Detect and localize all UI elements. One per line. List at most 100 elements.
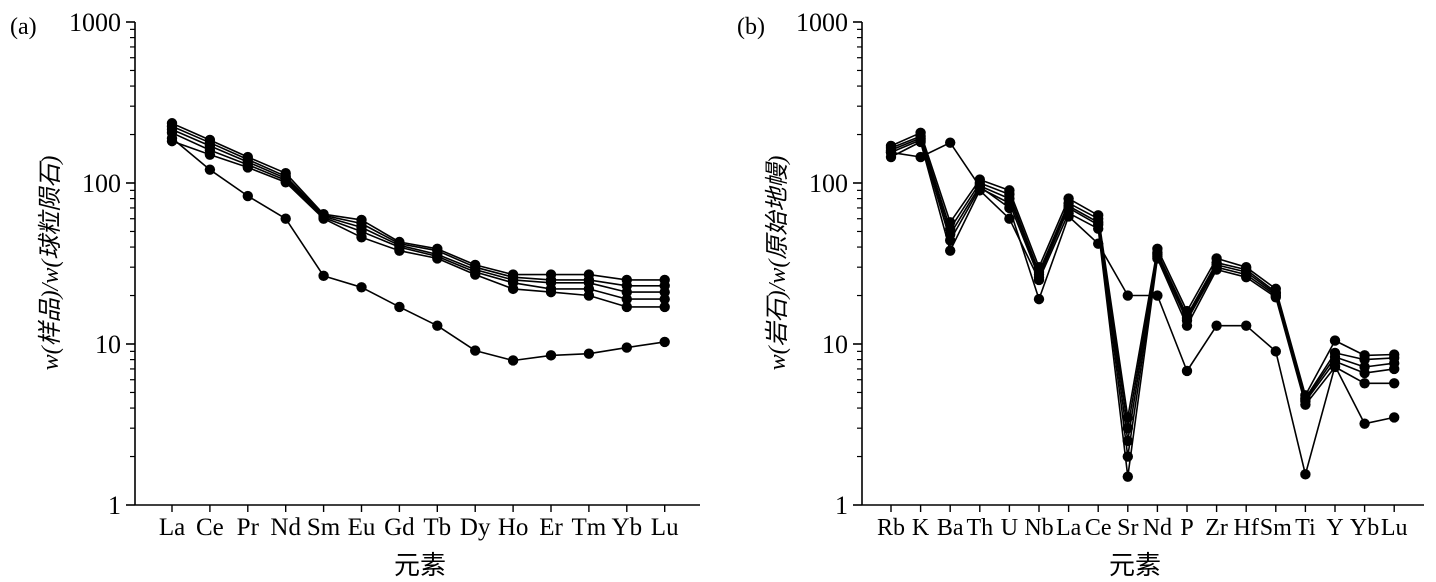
x-tick-label-hf: Hf [1234, 515, 1259, 541]
panel-b-series [885, 127, 1400, 482]
x-tick-label-th: Th [966, 515, 993, 541]
panel-b-y-ticks: 1 10 100 1000 [796, 8, 862, 520]
panel-a-x-axis-title: 元素 [394, 551, 446, 580]
x-tick-label-dy: Dy [460, 514, 491, 541]
data-point [1359, 378, 1370, 389]
x-tick-label-lu: Lu [1381, 515, 1408, 541]
data-point [1122, 471, 1134, 482]
data-point [1004, 202, 1015, 214]
data-point [659, 293, 670, 305]
series-line [171, 132, 665, 300]
x-tick-label-rb: Rb [877, 515, 905, 541]
y-tick-label: 1000 [796, 8, 848, 37]
x-tick-label-yb: Yb [1350, 515, 1379, 541]
series-line [890, 132, 1395, 419]
data-point [974, 181, 985, 192]
y-tick-label: 100 [809, 169, 848, 198]
data-point [583, 290, 595, 301]
data-point [204, 164, 216, 175]
series-6 [885, 137, 1400, 480]
data-point [1241, 271, 1252, 283]
data-point [356, 232, 367, 243]
series-6 [166, 132, 670, 366]
panel-b-x-axis-title: 元素 [1109, 551, 1161, 580]
data-point [659, 301, 670, 313]
series-1 [166, 118, 670, 286]
y-tick-label: 10 [822, 330, 848, 359]
x-tick-label-ce: Ce [196, 514, 224, 541]
data-point [1152, 290, 1163, 301]
data-point [915, 136, 926, 148]
data-point [470, 345, 481, 356]
x-tick-label-yb: Yb [612, 514, 643, 541]
data-point [1181, 320, 1193, 331]
x-tick-label-tm: Tm [572, 514, 607, 541]
x-tick-label-sr: Sr [1117, 515, 1138, 541]
x-tick-label-sm: Sm [1260, 515, 1292, 541]
x-tick-label-ba: Ba [937, 515, 964, 541]
data-point [621, 342, 632, 353]
panel-b-axes [861, 22, 1424, 506]
y-tick-label: 1 [108, 491, 121, 520]
panel-a-label: (a) [10, 14, 37, 40]
series-line [171, 128, 665, 293]
data-point [1329, 335, 1341, 346]
data-point [1093, 223, 1104, 234]
series-line [171, 125, 665, 287]
series-2 [166, 121, 670, 291]
data-point [1211, 264, 1222, 275]
data-point [507, 283, 519, 295]
data-point [659, 336, 670, 348]
data-point [432, 253, 443, 264]
series-2 [885, 131, 1400, 434]
panel-b-label: (b) [737, 14, 765, 40]
data-point [1270, 292, 1282, 303]
y-tick-label: 1000 [69, 8, 121, 37]
series-line [890, 141, 1395, 478]
data-point [1152, 253, 1163, 264]
x-tick-label-gd: Gd [384, 514, 415, 541]
data-point [1389, 378, 1400, 389]
data-point [583, 348, 595, 359]
x-tick-label-nd: Nd [1143, 515, 1172, 541]
x-tick-label-lu: Lu [651, 514, 679, 541]
panel-a-y-axis-title: w(样品)/w(球粒陨石) [37, 156, 64, 371]
panel-b-y-axis-title: w(岩石)/w(原始地幔) [764, 156, 791, 371]
x-tick-label-k: K [912, 515, 930, 541]
data-point [621, 293, 632, 305]
data-point [204, 149, 216, 160]
x-tick-label-tb: Tb [423, 514, 451, 541]
x-tick-label-er: Er [539, 514, 563, 541]
panel-a-axes [134, 22, 700, 506]
x-tick-label-ce: Ce [1085, 515, 1112, 541]
data-point [432, 320, 443, 331]
data-point [356, 282, 367, 293]
panel-a-x-ticks: La Ce Pr Nd Sm Eu Gd Tb Dy Ho Er Tm Yb Lu [159, 505, 679, 541]
data-point [1359, 418, 1370, 429]
data-point [1389, 363, 1400, 375]
series-3 [885, 132, 1400, 447]
data-point [1359, 367, 1370, 379]
x-tick-label-ti: Ti [1295, 515, 1316, 541]
series-line [890, 139, 1395, 458]
data-point [470, 269, 481, 280]
data-point [318, 270, 329, 282]
series-3 [166, 124, 670, 298]
x-tick-label-p: P [1180, 515, 1193, 541]
data-point [1359, 354, 1370, 365]
series-line [171, 140, 665, 308]
data-point [1300, 469, 1311, 480]
data-point [915, 151, 926, 163]
data-point [280, 177, 291, 188]
data-point [1211, 320, 1222, 331]
x-tick-label-ho: Ho [498, 514, 529, 541]
data-point [280, 213, 291, 224]
panel-a: (a) 1 10 100 1000 La Ce Pr Nd Sm Eu Gd Tb Dy Ho Er Tm Y… [10, 8, 700, 580]
data-point [1063, 211, 1074, 222]
data-point [242, 190, 253, 202]
series-line [890, 141, 1395, 476]
x-tick-label-y: Y [1326, 515, 1343, 541]
data-point [945, 245, 956, 256]
data-point [394, 245, 405, 256]
data-point [1270, 346, 1282, 357]
